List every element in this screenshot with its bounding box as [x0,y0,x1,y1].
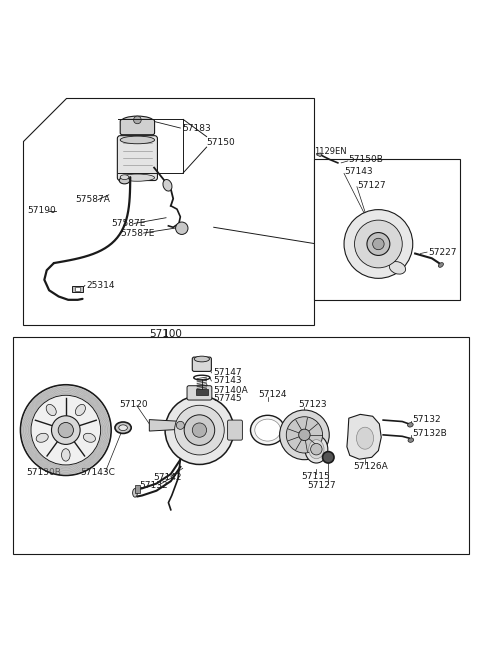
Text: 57140A: 57140A [214,386,249,395]
Circle shape [184,415,215,445]
Ellipse shape [84,433,96,442]
Circle shape [176,222,188,234]
Text: 57587E: 57587E [111,219,145,228]
Ellipse shape [438,263,444,267]
Ellipse shape [61,449,70,461]
FancyBboxPatch shape [187,386,212,400]
Text: 57745: 57745 [214,394,242,403]
Text: 57132: 57132 [139,481,168,491]
Bar [75,287,80,291]
Ellipse shape [251,415,285,445]
Ellipse shape [305,436,328,463]
Text: 57130B: 57130B [26,468,61,477]
Circle shape [286,417,323,453]
FancyBboxPatch shape [228,420,242,440]
Ellipse shape [389,261,406,274]
Ellipse shape [408,438,414,442]
Text: 57147: 57147 [214,368,242,377]
Ellipse shape [120,174,155,181]
Circle shape [133,116,141,124]
Bar [196,388,208,395]
Bar [135,485,140,493]
Text: 57150: 57150 [206,138,235,147]
Ellipse shape [115,422,131,434]
Ellipse shape [119,177,130,184]
Bar [13,337,469,554]
Text: 1129EN: 1129EN [314,147,347,157]
Text: 57183: 57183 [183,124,212,132]
Bar [72,286,83,292]
Polygon shape [23,98,314,325]
Ellipse shape [408,422,413,427]
Text: 57127: 57127 [307,481,336,491]
Text: 57120: 57120 [120,400,148,409]
Ellipse shape [36,433,48,442]
Text: 57587E: 57587E [120,229,155,238]
Text: 57132B: 57132B [413,429,447,438]
Ellipse shape [75,404,85,416]
Circle shape [165,396,234,464]
Polygon shape [316,153,322,157]
Text: 57150B: 57150B [348,155,383,164]
Circle shape [372,238,384,250]
Text: 57142: 57142 [153,473,181,482]
Ellipse shape [163,179,172,191]
Ellipse shape [309,440,324,458]
Text: 57123: 57123 [298,400,327,409]
Text: 57126A: 57126A [354,462,388,472]
Circle shape [299,429,310,441]
Circle shape [280,410,329,460]
Ellipse shape [255,419,281,441]
Text: 57190: 57190 [28,206,56,215]
Circle shape [175,405,224,455]
Circle shape [323,451,334,463]
Text: 57143: 57143 [344,168,372,176]
Text: 57132: 57132 [413,415,442,424]
Circle shape [344,210,413,278]
Ellipse shape [121,116,154,126]
Bar [314,159,459,300]
Text: 57124: 57124 [258,390,287,399]
Circle shape [192,423,206,438]
FancyBboxPatch shape [120,119,155,135]
Circle shape [21,384,111,476]
Text: 57127: 57127 [357,181,385,190]
Ellipse shape [120,136,155,143]
Ellipse shape [119,425,127,430]
FancyBboxPatch shape [192,357,211,371]
Circle shape [51,416,80,445]
Ellipse shape [46,404,56,416]
Circle shape [31,395,101,465]
Ellipse shape [357,427,373,449]
Text: 25314: 25314 [86,281,115,290]
Polygon shape [347,415,381,459]
Polygon shape [149,420,180,431]
Ellipse shape [120,175,129,179]
Text: 57143C: 57143C [80,468,115,477]
Ellipse shape [176,421,184,429]
Text: 57100: 57100 [150,329,182,339]
Ellipse shape [194,356,209,362]
Text: 57227: 57227 [429,248,457,257]
Circle shape [367,233,390,255]
Ellipse shape [132,489,137,497]
FancyBboxPatch shape [117,136,157,181]
Text: 57143: 57143 [214,377,242,385]
Circle shape [58,422,73,438]
Circle shape [355,220,402,268]
Text: 57115: 57115 [301,472,330,481]
Text: 57587A: 57587A [75,195,110,204]
Circle shape [311,443,322,455]
